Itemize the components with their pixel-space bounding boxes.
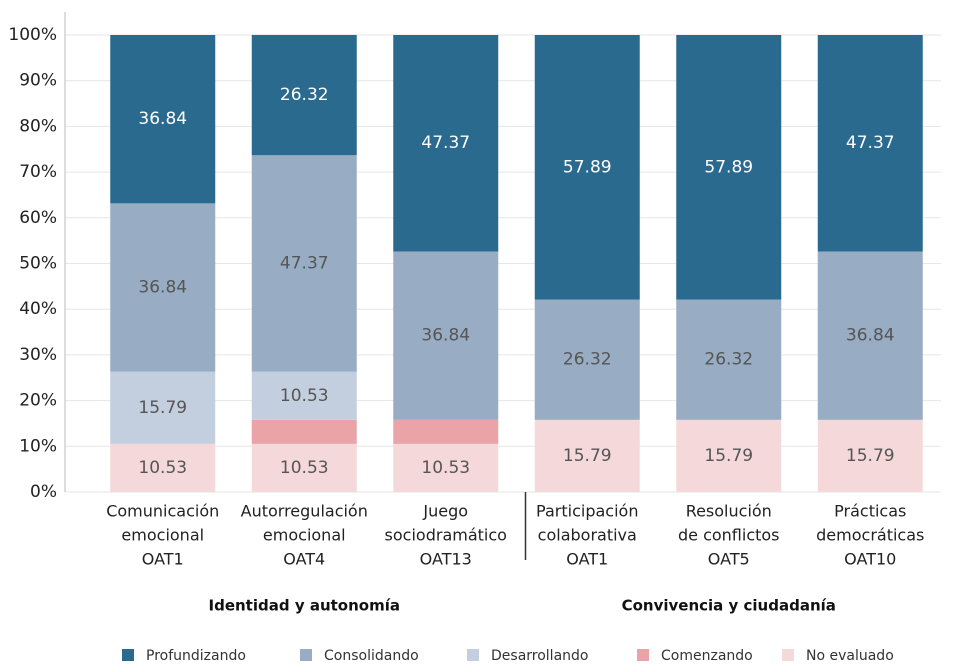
data-label: 47.37 (421, 133, 470, 153)
x-tick-label: colaborativa (538, 526, 637, 545)
bar-segment (817, 251, 923, 420)
legend-label: Comenzando (661, 648, 753, 664)
bar-segment (251, 155, 357, 372)
y-tick-label: 100% (8, 25, 57, 45)
data-label: 15.79 (138, 398, 187, 418)
y-tick-label: 80% (19, 116, 57, 136)
x-tick-label: democráticas (816, 526, 924, 545)
x-tick-label: sociodramático (385, 526, 507, 545)
y-tick-label: 10% (19, 436, 57, 456)
data-label: 15.79 (846, 446, 895, 466)
x-tick-label: OAT1 (142, 550, 184, 569)
y-tick-label: 90% (19, 71, 57, 91)
data-label: 10.53 (138, 458, 187, 478)
bar-segment (110, 443, 216, 492)
data-label: 26.32 (280, 85, 329, 105)
x-tick-label: Juego (422, 502, 468, 521)
data-label: 36.84 (138, 278, 187, 298)
bar-segment (110, 35, 216, 204)
data-label: 26.32 (704, 350, 753, 370)
legend-label: Profundizando (146, 648, 246, 664)
bar-segment (251, 419, 357, 444)
x-tick-label: Comunicación (106, 502, 219, 521)
x-tick-label: OAT1 (566, 550, 608, 569)
x-tick-label: Prácticas (834, 502, 906, 521)
bar-segment (534, 419, 640, 492)
group-label: Convivencia y ciudadanía (622, 597, 836, 615)
bar-segment (817, 35, 923, 252)
data-label: 15.79 (704, 446, 753, 466)
y-tick-label: 20% (19, 391, 57, 411)
group-label: Identidad y autonomía (209, 597, 400, 615)
bar-segment (676, 419, 782, 492)
data-label: 10.53 (280, 458, 329, 478)
data-label: 36.84 (138, 109, 187, 129)
legend-swatch (122, 649, 134, 661)
data-label: 10.53 (421, 458, 470, 478)
bar-segment (251, 443, 357, 492)
bar-segment (534, 299, 640, 420)
bar-segment (534, 35, 640, 300)
x-tick-label: Participación (536, 502, 638, 521)
x-tick-label: OAT10 (844, 550, 896, 569)
data-label: 57.89 (563, 157, 612, 177)
data-label: 36.84 (421, 326, 470, 346)
bar-segment (251, 34, 357, 156)
legend-swatch (782, 649, 794, 661)
legend-label: Desarrollando (491, 648, 588, 664)
y-tick-label: 60% (19, 208, 57, 228)
bar-segment (393, 443, 499, 492)
data-label: 10.53 (280, 386, 329, 406)
legend-swatch (300, 649, 312, 661)
bar-segment (676, 299, 782, 420)
legend-label: Consolidando (324, 648, 419, 664)
bar-segment (676, 35, 782, 300)
y-tick-label: 30% (19, 345, 57, 365)
data-label: 15.79 (563, 446, 612, 466)
bar-segment (110, 203, 216, 372)
x-tick-label: OAT13 (420, 550, 472, 569)
legend-swatch (637, 649, 649, 661)
bar-segment (393, 35, 499, 252)
data-label: 26.32 (563, 350, 612, 370)
legend-swatch (467, 649, 479, 661)
x-tick-label: OAT5 (708, 550, 750, 569)
x-tick-label: emocional (263, 526, 346, 545)
x-tick-label: de conflictos (678, 526, 780, 545)
bar-segment (393, 251, 499, 420)
bar-segment (817, 419, 923, 492)
x-tick-label: Resolución (686, 502, 772, 521)
y-tick-label: 50% (19, 254, 57, 274)
bar-segment (393, 419, 499, 444)
bar-segment (110, 371, 216, 444)
data-label: 47.37 (280, 253, 329, 273)
x-tick-label: Autorregulación (241, 502, 368, 521)
data-label: 47.37 (846, 133, 895, 153)
data-label: 36.84 (846, 326, 895, 346)
y-tick-label: 0% (30, 482, 57, 502)
legend-label: No evaluado (806, 648, 894, 664)
y-tick-label: 70% (19, 162, 57, 182)
bar-segment (251, 371, 357, 420)
x-tick-label: emocional (121, 526, 204, 545)
x-tick-label: OAT4 (283, 550, 325, 569)
data-label: 57.89 (704, 157, 753, 177)
y-tick-label: 40% (19, 299, 57, 319)
